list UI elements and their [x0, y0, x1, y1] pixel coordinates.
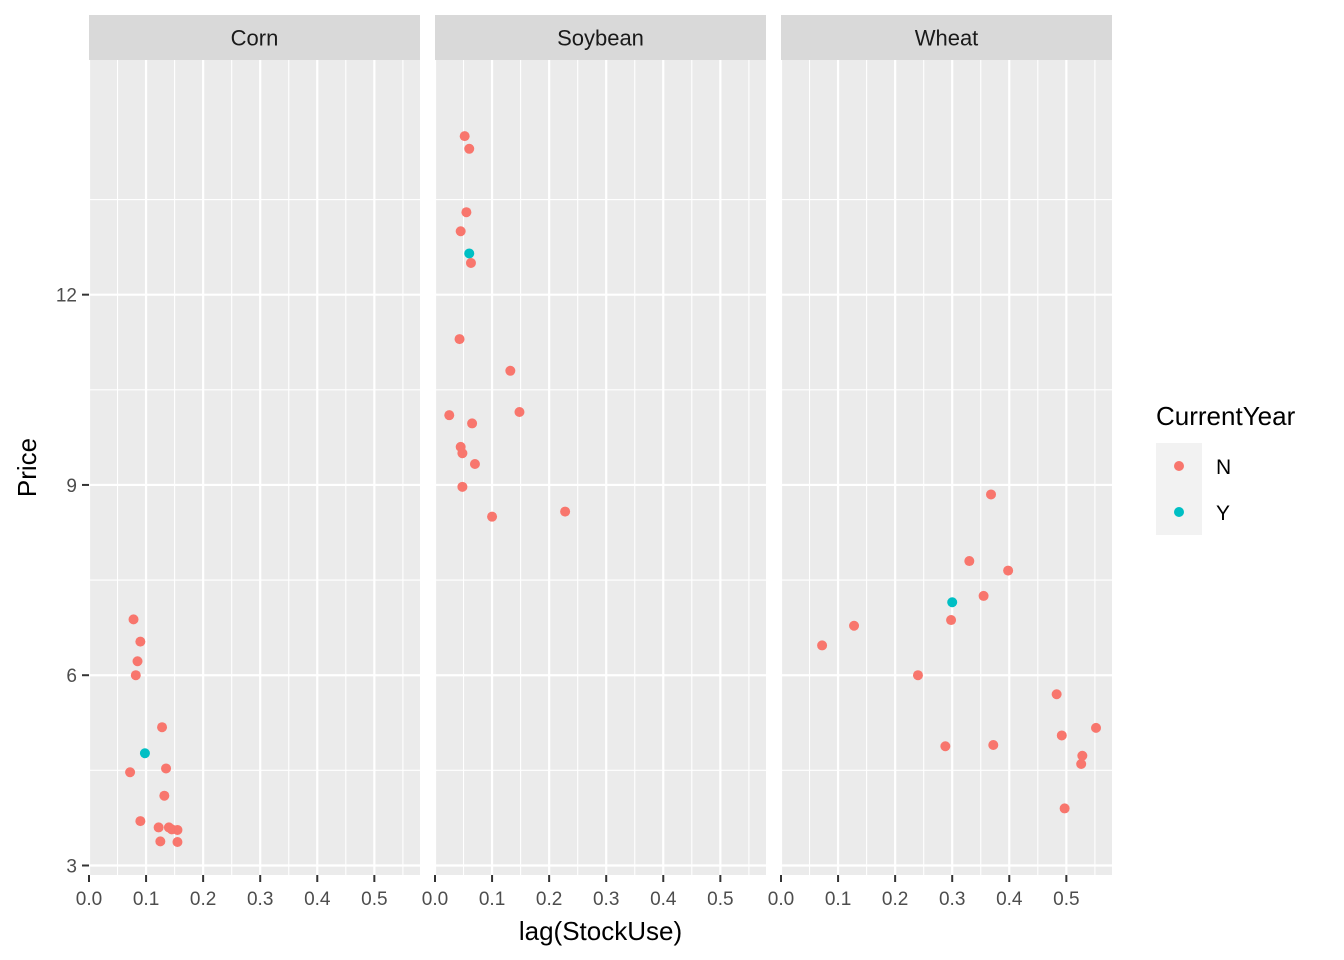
data-point-wheat-n [1076, 759, 1087, 770]
data-point-wheat-n [1059, 803, 1070, 814]
data-point-soybean-n [457, 481, 468, 492]
data-point-corn-n [172, 824, 183, 835]
data-point-wheat-n [978, 590, 989, 601]
data-point-wheat-n [912, 670, 923, 681]
data-point-corn-n [130, 670, 141, 681]
x-tick-label: 0.4 [304, 889, 331, 910]
x-tick-label: 0.3 [247, 889, 273, 910]
legend-marker-y [1174, 507, 1184, 517]
data-point-wheat-n [1091, 722, 1102, 733]
data-point-corn-n [135, 816, 146, 827]
data-point-wheat-n [1051, 689, 1062, 700]
data-point-soybean-n [459, 131, 470, 142]
x-tick-label: 0.0 [768, 889, 794, 910]
legend-title: CurrentYear [1156, 401, 1296, 431]
x-tick-label: 0.3 [939, 889, 965, 910]
facet-strip-wheat [781, 15, 1112, 60]
x-tick-label: 0.1 [825, 889, 851, 910]
x-tick-label: 0.4 [996, 889, 1023, 910]
data-point-corn-n [125, 767, 136, 778]
data-point-soybean-n [444, 410, 455, 421]
data-point-soybean-n [455, 226, 466, 237]
data-point-corn-n [132, 656, 143, 667]
x-tick-label: 0.2 [882, 889, 908, 910]
data-point-wheat-n [1003, 565, 1014, 576]
y-tick-label: 3 [66, 856, 77, 877]
data-point-wheat-n [849, 620, 860, 631]
data-point-wheat-y [947, 597, 958, 608]
legend-marker-n [1174, 461, 1184, 471]
data-point-soybean-n [487, 511, 498, 522]
legend-label-n: N [1216, 456, 1231, 479]
data-point-soybean-n [469, 459, 480, 470]
data-point-corn-n [172, 837, 183, 848]
facet-label-corn: Corn [231, 26, 279, 51]
data-point-corn-n [159, 790, 170, 801]
data-point-soybean-n [464, 143, 475, 154]
data-point-soybean-n [454, 334, 465, 345]
facet-label-wheat: Wheat [915, 26, 979, 51]
data-point-wheat-n [1056, 730, 1067, 741]
data-point-soybean-n [505, 365, 516, 376]
data-point-wheat-n [964, 556, 975, 567]
legend-label-y: Y [1216, 502, 1230, 525]
x-tick-label: 0.2 [190, 889, 216, 910]
data-point-corn-n [153, 822, 164, 833]
data-point-corn-y [139, 748, 150, 759]
data-point-wheat-n [946, 615, 957, 626]
y-tick-label: 9 [66, 476, 77, 497]
data-point-soybean-n [560, 506, 571, 517]
x-tick-label: 0.0 [76, 889, 102, 910]
data-point-soybean-n [461, 207, 472, 218]
y-tick-label: 6 [66, 666, 77, 687]
data-point-soybean-n [457, 448, 468, 459]
panel-background-soybean [435, 60, 766, 875]
data-point-soybean-n [514, 407, 525, 418]
data-point-corn-n [155, 836, 166, 847]
data-point-soybean-n [467, 418, 478, 429]
data-point-corn-n [128, 614, 139, 625]
data-point-corn-n [161, 763, 172, 774]
y-tick-label: 12 [56, 286, 77, 307]
data-point-wheat-n [940, 741, 951, 752]
x-tick-label: 0.4 [650, 889, 677, 910]
x-tick-label: 0.1 [479, 889, 505, 910]
data-point-wheat-n [986, 489, 997, 500]
data-point-soybean-y [464, 248, 475, 259]
x-tick-label: 0.2 [536, 889, 562, 910]
panel-background-corn [89, 60, 420, 875]
data-point-wheat-n [1077, 750, 1088, 761]
data-point-wheat-n [817, 640, 828, 651]
x-axis-title: lag(StockUse) [519, 916, 682, 946]
facet-strip-soybean [435, 15, 766, 60]
x-tick-label: 0.5 [361, 889, 387, 910]
data-point-corn-n [135, 636, 146, 647]
x-tick-label: 0.5 [707, 889, 733, 910]
data-point-corn-n [157, 722, 168, 733]
panel-background-wheat [781, 60, 1112, 875]
x-tick-label: 0.5 [1053, 889, 1079, 910]
facet-strip-corn [89, 15, 420, 60]
x-tick-label: 0.3 [593, 889, 619, 910]
facet-label-soybean: Soybean [557, 26, 644, 51]
data-point-wheat-n [988, 739, 999, 750]
x-tick-label: 0.0 [422, 889, 448, 910]
y-axis-title: Price [12, 438, 42, 497]
data-point-soybean-n [465, 257, 476, 268]
x-tick-label: 0.1 [133, 889, 159, 910]
